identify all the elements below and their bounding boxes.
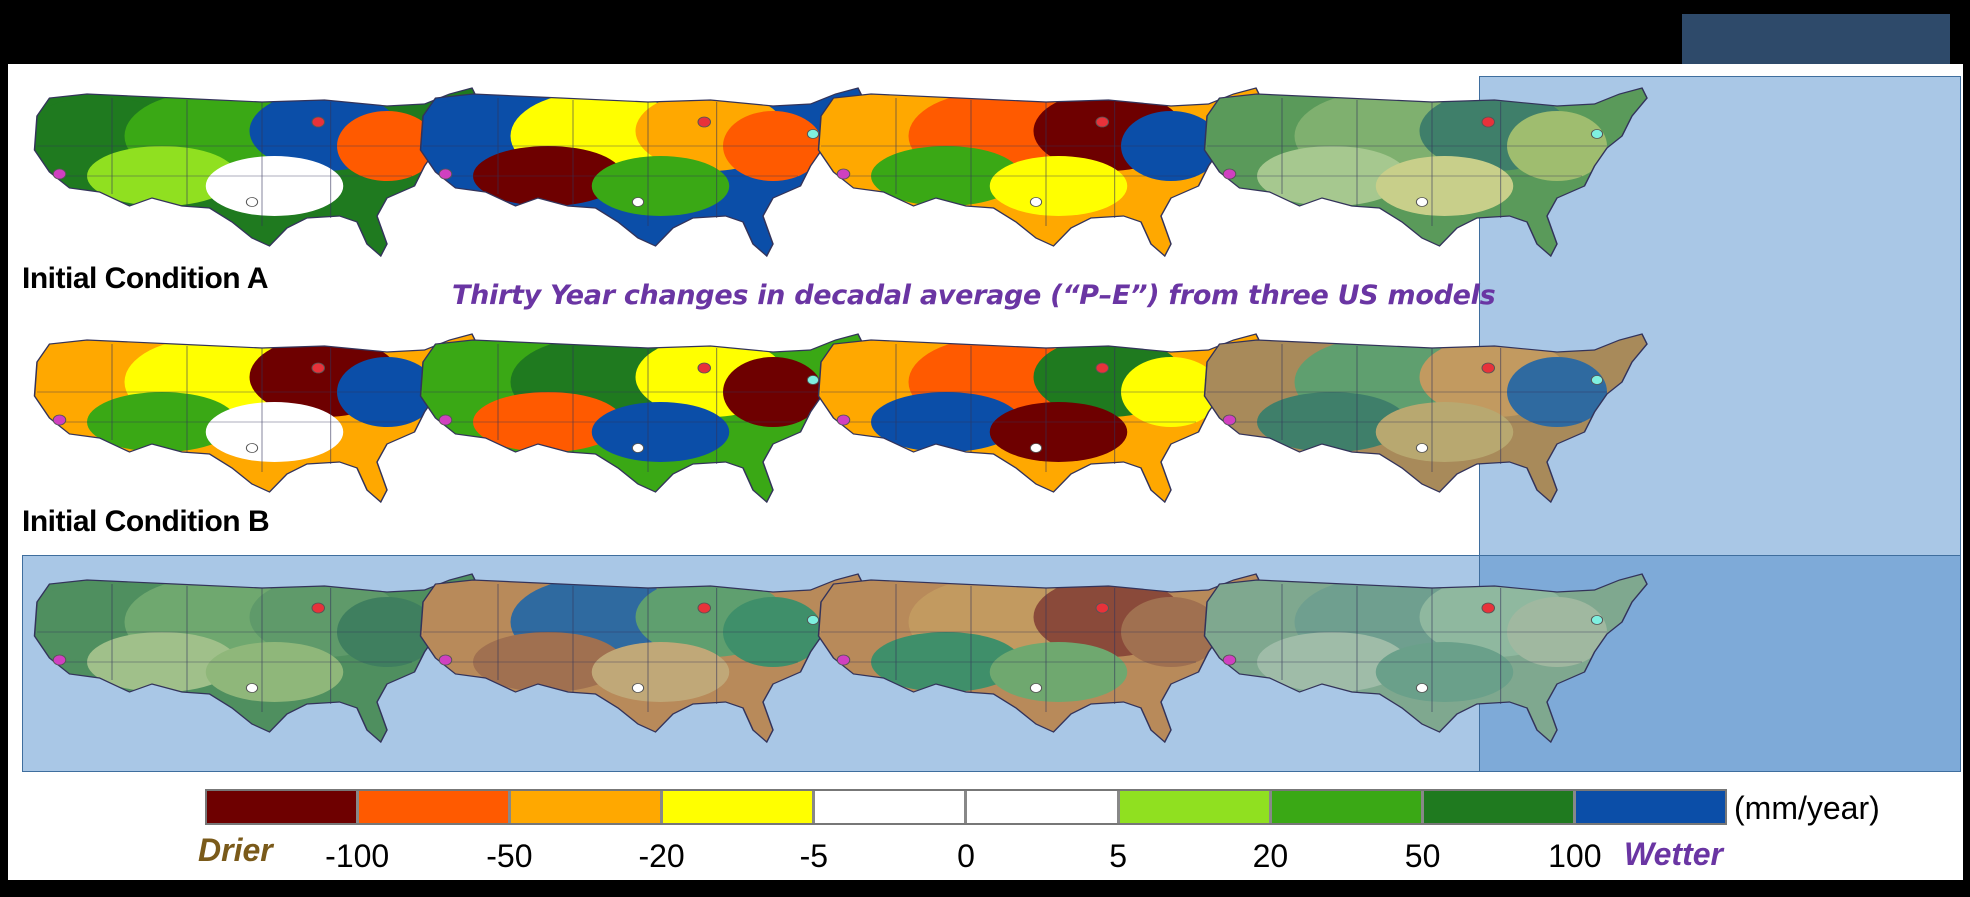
legend-swatch (1575, 791, 1725, 823)
legend-swatch (207, 791, 360, 823)
map-grand-mean (1182, 562, 1657, 762)
legend-swatch (359, 791, 512, 823)
legend-tick-label: 50 (1404, 838, 1441, 874)
legend-tick-label: -50 (486, 838, 533, 874)
map-mean-model-3 (796, 562, 1271, 762)
legend-tick-label: 20 (1252, 838, 1289, 874)
legend-swatch (511, 791, 664, 823)
legend-swatch (663, 791, 816, 823)
legend-tick-label: -5 (799, 838, 829, 874)
corner-box (1682, 14, 1950, 64)
map-mean-model-1 (12, 562, 487, 762)
figure-subtitle: Thirty Year changes in decadal average (… (452, 280, 1496, 311)
legend-tick-label: -20 (638, 838, 685, 874)
legend-tick-label: -100 (325, 838, 390, 874)
row-label-a: Initial Condition A (22, 262, 269, 295)
map-b-model-2 (398, 322, 873, 522)
legend-swatch (815, 791, 968, 823)
map-a-model-2 (398, 76, 873, 276)
legend-swatch (1423, 791, 1576, 823)
map-b-model-1 (12, 322, 487, 522)
legend-swatch (1271, 791, 1424, 823)
legend-tick-label: 0 (957, 838, 975, 874)
legend-tick-label: 5 (1109, 838, 1128, 874)
map-b-mean (1182, 322, 1657, 522)
drier-label: Drier (198, 832, 273, 868)
wetter-label: Wetter (1624, 836, 1723, 872)
units-label: (mm/year) (1734, 790, 1880, 826)
map-mean-model-2 (398, 562, 873, 762)
legend-swatch (1119, 791, 1272, 823)
row-label-b: Initial Condition B (22, 505, 270, 538)
legend-swatch (967, 791, 1120, 823)
map-a-model-3 (796, 76, 1271, 276)
map-a-mean (1182, 76, 1657, 276)
map-b-model-3 (796, 322, 1271, 522)
legend-tick-label: 100 (1548, 838, 1602, 874)
map-a-model-1 (12, 76, 487, 276)
color-scale-bar (205, 789, 1727, 825)
